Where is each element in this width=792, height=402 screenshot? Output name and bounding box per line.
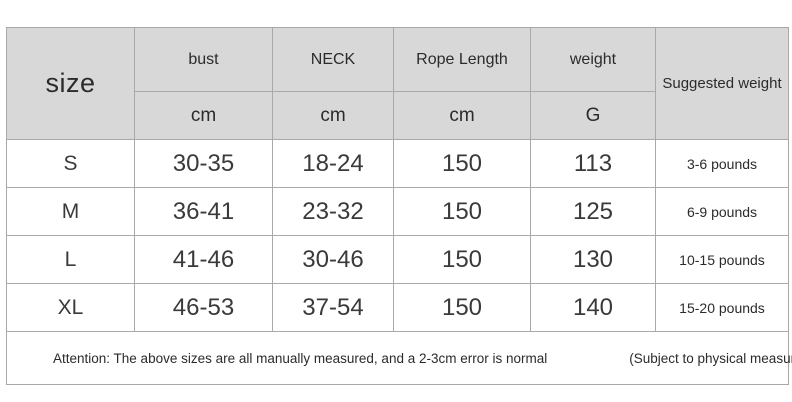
cell-suggested-weight: 6-9 pounds — [655, 187, 789, 236]
cell-size: XL — [6, 283, 135, 332]
table-row: M 36-41 23-32 150 125 6-9 pounds — [6, 187, 789, 236]
footer-subject-note: (Subject to physical measurement) — [629, 350, 792, 366]
header-cell-weight: weight — [530, 27, 656, 92]
header-cell-rope-length: Rope Length — [393, 27, 531, 92]
cell-bust: 46-53 — [134, 283, 273, 332]
footer-content: Attention: The above sizes are all manua… — [7, 332, 792, 384]
cell-suggested-weight: 15-20 pounds — [655, 283, 789, 332]
cell-weight: 140 — [530, 283, 656, 332]
cell-bust: 41-46 — [134, 235, 273, 284]
cell-neck: 37-54 — [272, 283, 394, 332]
header-unit-bust: cm — [134, 91, 273, 140]
table-row: L 41-46 30-46 150 130 10-15 pounds — [6, 235, 789, 284]
header-cell-size: size — [6, 27, 135, 140]
cell-weight: 125 — [530, 187, 656, 236]
cell-weight: 113 — [530, 139, 656, 188]
cell-rope-length: 150 — [393, 283, 531, 332]
table-header-row-units: cm cm cm G — [7, 91, 789, 140]
cell-size: M — [6, 187, 135, 236]
cell-suggested-weight: 10-15 pounds — [655, 235, 789, 284]
header-unit-neck: cm — [272, 91, 394, 140]
size-chart-table: size bust NECK Rope Length weight Sugges… — [6, 27, 792, 385]
cell-neck: 18-24 — [272, 139, 394, 188]
cell-rope-length: 150 — [393, 187, 531, 236]
cell-bust: 36-41 — [134, 187, 273, 236]
header-unit-weight: G — [530, 91, 656, 140]
footer-cell: Attention: The above sizes are all manua… — [6, 331, 792, 385]
footer-attention-note: Attention: The above sizes are all manua… — [53, 350, 548, 366]
header-unit-rope-length: cm — [393, 91, 531, 140]
table-header-row-names: size bust NECK Rope Length weight Sugges… — [6, 27, 789, 140]
cell-suggested-weight: 3-6 pounds — [655, 139, 789, 188]
cell-bust: 30-35 — [134, 139, 273, 188]
cell-weight: 130 — [530, 235, 656, 284]
cell-neck: 23-32 — [272, 187, 394, 236]
cell-neck: 30-46 — [272, 235, 394, 284]
header-cell-bust: bust — [134, 27, 273, 92]
cell-rope-length: 150 — [393, 139, 531, 188]
table-footer-row: Attention: The above sizes are all manua… — [6, 331, 792, 385]
table-row: XL 46-53 37-54 150 140 15-20 pounds — [6, 283, 789, 332]
cell-size: S — [6, 139, 135, 188]
cell-size: L — [6, 235, 135, 284]
header-cell-neck: NECK — [272, 27, 394, 92]
cell-rope-length: 150 — [393, 235, 531, 284]
table-row: S 30-35 18-24 150 113 3-6 pounds — [6, 139, 789, 188]
header-cell-suggested-weight: Suggested weight — [655, 27, 789, 140]
